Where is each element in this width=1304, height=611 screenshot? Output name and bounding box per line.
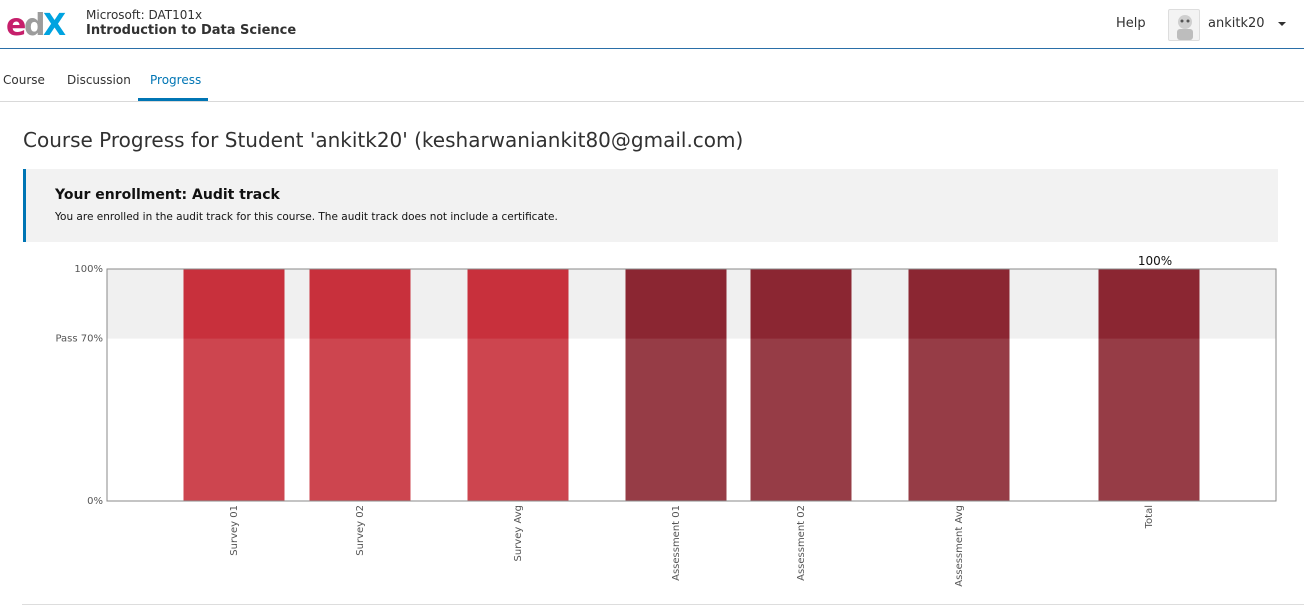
x-tick-label: Survey 02: [355, 505, 366, 556]
tab-course[interactable]: Course: [3, 73, 45, 87]
plot-frame: [106, 268, 1277, 502]
grade-chart: 100% Pass 70% 0% Survey 01 Survey 02 Survey A…: [55, 254, 1277, 587]
site-header: e d X Microsoft: DAT101x Introduction to…: [0, 0, 1304, 49]
avatar[interactable]: [1168, 9, 1200, 41]
total-data-label: 100%: [1138, 254, 1172, 268]
help-link[interactable]: Help: [1116, 16, 1146, 31]
x-tick-label: Assessment 01: [671, 505, 682, 581]
x-tick-label: Total: [1144, 505, 1155, 529]
y-tick-label: Pass 70%: [55, 334, 103, 345]
x-tick-label: Survey 01: [229, 505, 240, 556]
svg-text:d: d: [24, 8, 45, 40]
course-name: Introduction to Data Science: [86, 23, 297, 38]
bar: [1098, 269, 1200, 501]
username[interactable]: ankitk20: [1208, 16, 1265, 31]
enrollment-message: You are enrolled in the audit track for …: [55, 211, 558, 223]
active-tab-indicator: [138, 98, 208, 101]
course-tabs: Course Discussion Progress: [0, 49, 1304, 102]
enrollment-title: Your enrollment: Audit track: [55, 187, 280, 203]
x-tick-label: Assessment Avg: [954, 505, 965, 587]
tab-progress[interactable]: Progress: [150, 73, 202, 87]
svg-text:X: X: [43, 8, 66, 40]
below-pass-overlay: [107, 338, 1276, 501]
divider: [22, 604, 1304, 605]
chevron-down-icon[interactable]: [1276, 18, 1288, 30]
course-org: Microsoft: DAT101x: [86, 8, 203, 22]
enrollment-banner: Your enrollment: Audit track You are enr…: [23, 169, 1278, 242]
bar: [750, 269, 852, 501]
bar: [467, 269, 569, 501]
page-title: Course Progress for Student 'ankitk20' (…: [23, 128, 744, 152]
tab-discussion[interactable]: Discussion: [67, 73, 131, 87]
bar: [908, 269, 1010, 501]
y-tick-label: 0%: [87, 496, 103, 507]
user-avatar-icon: [1177, 15, 1193, 40]
x-tick-label: Survey Avg: [513, 505, 524, 561]
edx-logo[interactable]: e d X: [6, 6, 72, 40]
bar: [309, 269, 411, 501]
bar: [625, 269, 727, 501]
y-tick-label: 100%: [74, 264, 103, 275]
bar: [183, 269, 285, 501]
svg-text:e: e: [6, 8, 26, 40]
x-tick-label: Assessment 02: [796, 505, 807, 581]
